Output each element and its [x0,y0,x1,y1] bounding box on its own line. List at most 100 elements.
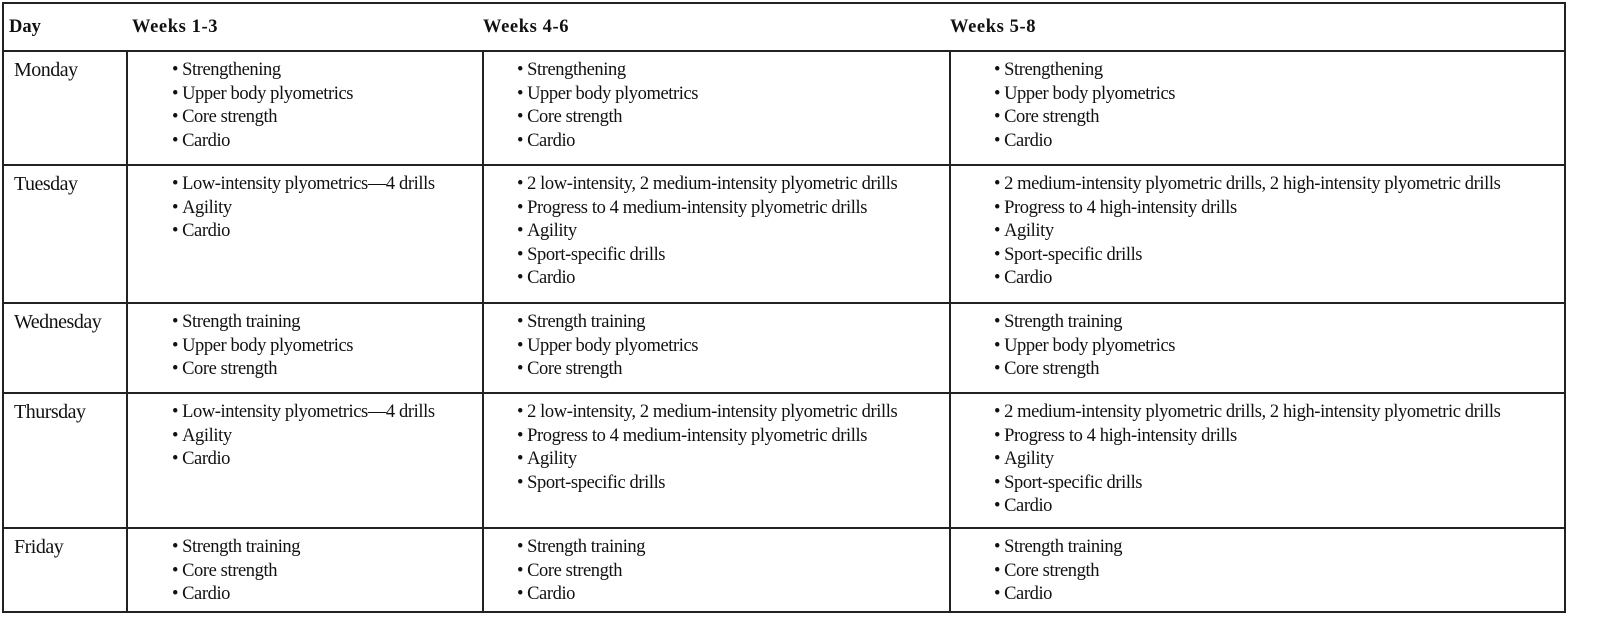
activity-item: Progress to 4 high-intensity drills [994,425,1564,449]
activities-cell-w2: Strength trainingUpper body plyometricsC… [482,302,951,394]
activity-item: Low-intensity plyometrics—4 drills [172,173,482,197]
activity-item: Cardio [172,130,482,154]
activity-item: Core strength [517,106,949,130]
activity-item: Sport-specific drills [994,244,1564,268]
activity-list: Strength trainingCore strengthCardio [128,529,482,611]
activity-list: StrengtheningUpper body plyometricsCore … [951,52,1564,157]
activity-item: Core strength [517,560,949,584]
activity-list: Strength trainingCore strengthCardio [951,529,1564,611]
activity-item: Agility [994,448,1564,472]
activity-item: Low-intensity plyometrics—4 drills [172,401,482,425]
activity-list: Strength trainingUpper body plyometricsC… [128,304,482,386]
activity-item: Strength training [517,536,949,560]
activity-item: Cardio [517,583,949,607]
table-row: TuesdayLow-intensity plyometrics—4 drill… [2,164,1566,304]
activity-item: Strength training [172,311,482,335]
header-weeks-4-6: Weeks 4-6 [483,2,950,52]
activity-item: Cardio [517,267,949,291]
activity-item: Strength training [172,536,482,560]
activity-item: 2 medium-intensity plyometric drills, 2 … [994,173,1564,197]
activities-cell-w3: StrengtheningUpper body plyometricsCore … [949,50,1566,166]
activity-item: Cardio [172,583,482,607]
activity-item: Progress to 4 medium-intensity plyometri… [517,425,949,449]
activities-cell-w2: 2 low-intensity, 2 medium-intensity plyo… [482,392,951,529]
activity-item: Cardio [172,220,482,244]
activity-item: Agility [994,220,1564,244]
activities-cell-w2: StrengtheningUpper body plyometricsCore … [482,50,951,166]
activity-list: Strength trainingCore strengthCardio [484,529,949,611]
activity-item: Cardio [994,495,1564,519]
activity-list: 2 medium-intensity plyometric drills, 2 … [951,394,1564,523]
activity-item: Agility [517,448,949,472]
activity-list: Low-intensity plyometrics—4 drillsAgilit… [128,394,482,476]
activity-item: Agility [517,220,949,244]
activity-item: Strengthening [994,59,1564,83]
activity-item: Upper body plyometrics [172,83,482,107]
table-row: FridayStrength trainingCore strengthCard… [2,527,1566,613]
day-cell: Thursday [2,392,128,529]
activities-cell-w2: 2 low-intensity, 2 medium-intensity plyo… [482,164,951,304]
activity-list: Strength trainingUpper body plyometricsC… [484,304,949,386]
activity-item: Core strength [994,106,1564,130]
activities-cell-w2: Strength trainingCore strengthCardio [482,527,951,613]
activities-cell-w3: Strength trainingUpper body plyometricsC… [949,302,1566,394]
activity-list: 2 medium-intensity plyometric drills, 2 … [951,166,1564,295]
activity-item: Upper body plyometrics [994,335,1564,359]
table-row: WednesdayStrength trainingUpper body ply… [2,302,1566,394]
activity-item: Core strength [994,560,1564,584]
activities-cell-w3: 2 medium-intensity plyometric drills, 2 … [949,164,1566,304]
activity-item: Progress to 4 high-intensity drills [994,197,1564,221]
day-cell: Tuesday [2,164,128,304]
activity-item: Strength training [994,536,1564,560]
activities-cell-w3: 2 medium-intensity plyometric drills, 2 … [949,392,1566,529]
activities-cell-w1: Low-intensity plyometrics—4 drillsAgilit… [126,392,484,529]
activities-cell-w3: Strength trainingCore strengthCardio [949,527,1566,613]
activity-item: Progress to 4 medium-intensity plyometri… [517,197,949,221]
activity-item: Upper body plyometrics [994,83,1564,107]
activity-list: StrengtheningUpper body plyometricsCore … [128,52,482,157]
activity-item: 2 medium-intensity plyometric drills, 2 … [994,401,1564,425]
activity-item: Agility [172,425,482,449]
activity-item: Strength training [994,311,1564,335]
activity-item: Sport-specific drills [994,472,1564,496]
activity-item: Core strength [517,358,949,382]
header-weeks-5-8: Weeks 5-8 [950,2,1565,52]
day-cell: Friday [2,527,128,613]
activity-item: Cardio [994,130,1564,154]
activity-item: Strength training [517,311,949,335]
activity-item: Upper body plyometrics [517,83,949,107]
day-cell: Monday [2,50,128,166]
activity-item: Core strength [994,358,1564,382]
activity-item: Core strength [172,106,482,130]
activity-item: Cardio [172,448,482,472]
activity-list: Strength trainingUpper body plyometricsC… [951,304,1564,386]
activity-item: Sport-specific drills [517,244,949,268]
activity-item: Agility [172,197,482,221]
activity-item: Cardio [517,130,949,154]
header-row: Day Weeks 1-3 Weeks 4-6 Weeks 5-8 [2,2,1565,52]
activity-item: Core strength [172,358,482,382]
activities-cell-w1: Strength trainingCore strengthCardio [126,527,484,613]
activity-item: Sport-specific drills [517,472,949,496]
table-row: ThursdayLow-intensity plyometrics—4 dril… [2,392,1566,529]
activity-list: 2 low-intensity, 2 medium-intensity plyo… [484,394,949,499]
activity-item: Cardio [994,583,1564,607]
table-row: MondayStrengtheningUpper body plyometric… [2,50,1566,166]
activity-item: Core strength [172,560,482,584]
activity-item: 2 low-intensity, 2 medium-intensity plyo… [517,401,949,425]
activity-item: Upper body plyometrics [517,335,949,359]
activity-list: 2 low-intensity, 2 medium-intensity plyo… [484,166,949,295]
activity-item: Strengthening [517,59,949,83]
activity-item: Cardio [994,267,1564,291]
day-cell: Wednesday [2,302,128,394]
activity-item: 2 low-intensity, 2 medium-intensity plyo… [517,173,949,197]
activities-cell-w1: Strength trainingUpper body plyometricsC… [126,302,484,394]
activity-list: Low-intensity plyometrics—4 drillsAgilit… [128,166,482,248]
activity-item: Upper body plyometrics [172,335,482,359]
activity-item: Strengthening [172,59,482,83]
training-schedule-table: Day Weeks 1-3 Weeks 4-6 Weeks 5-8 Monday… [2,2,1566,613]
activities-cell-w1: StrengtheningUpper body plyometricsCore … [126,50,484,166]
header-weeks-1-3: Weeks 1-3 [127,2,483,52]
activity-list: StrengtheningUpper body plyometricsCore … [484,52,949,157]
header-day: Day [2,2,127,52]
